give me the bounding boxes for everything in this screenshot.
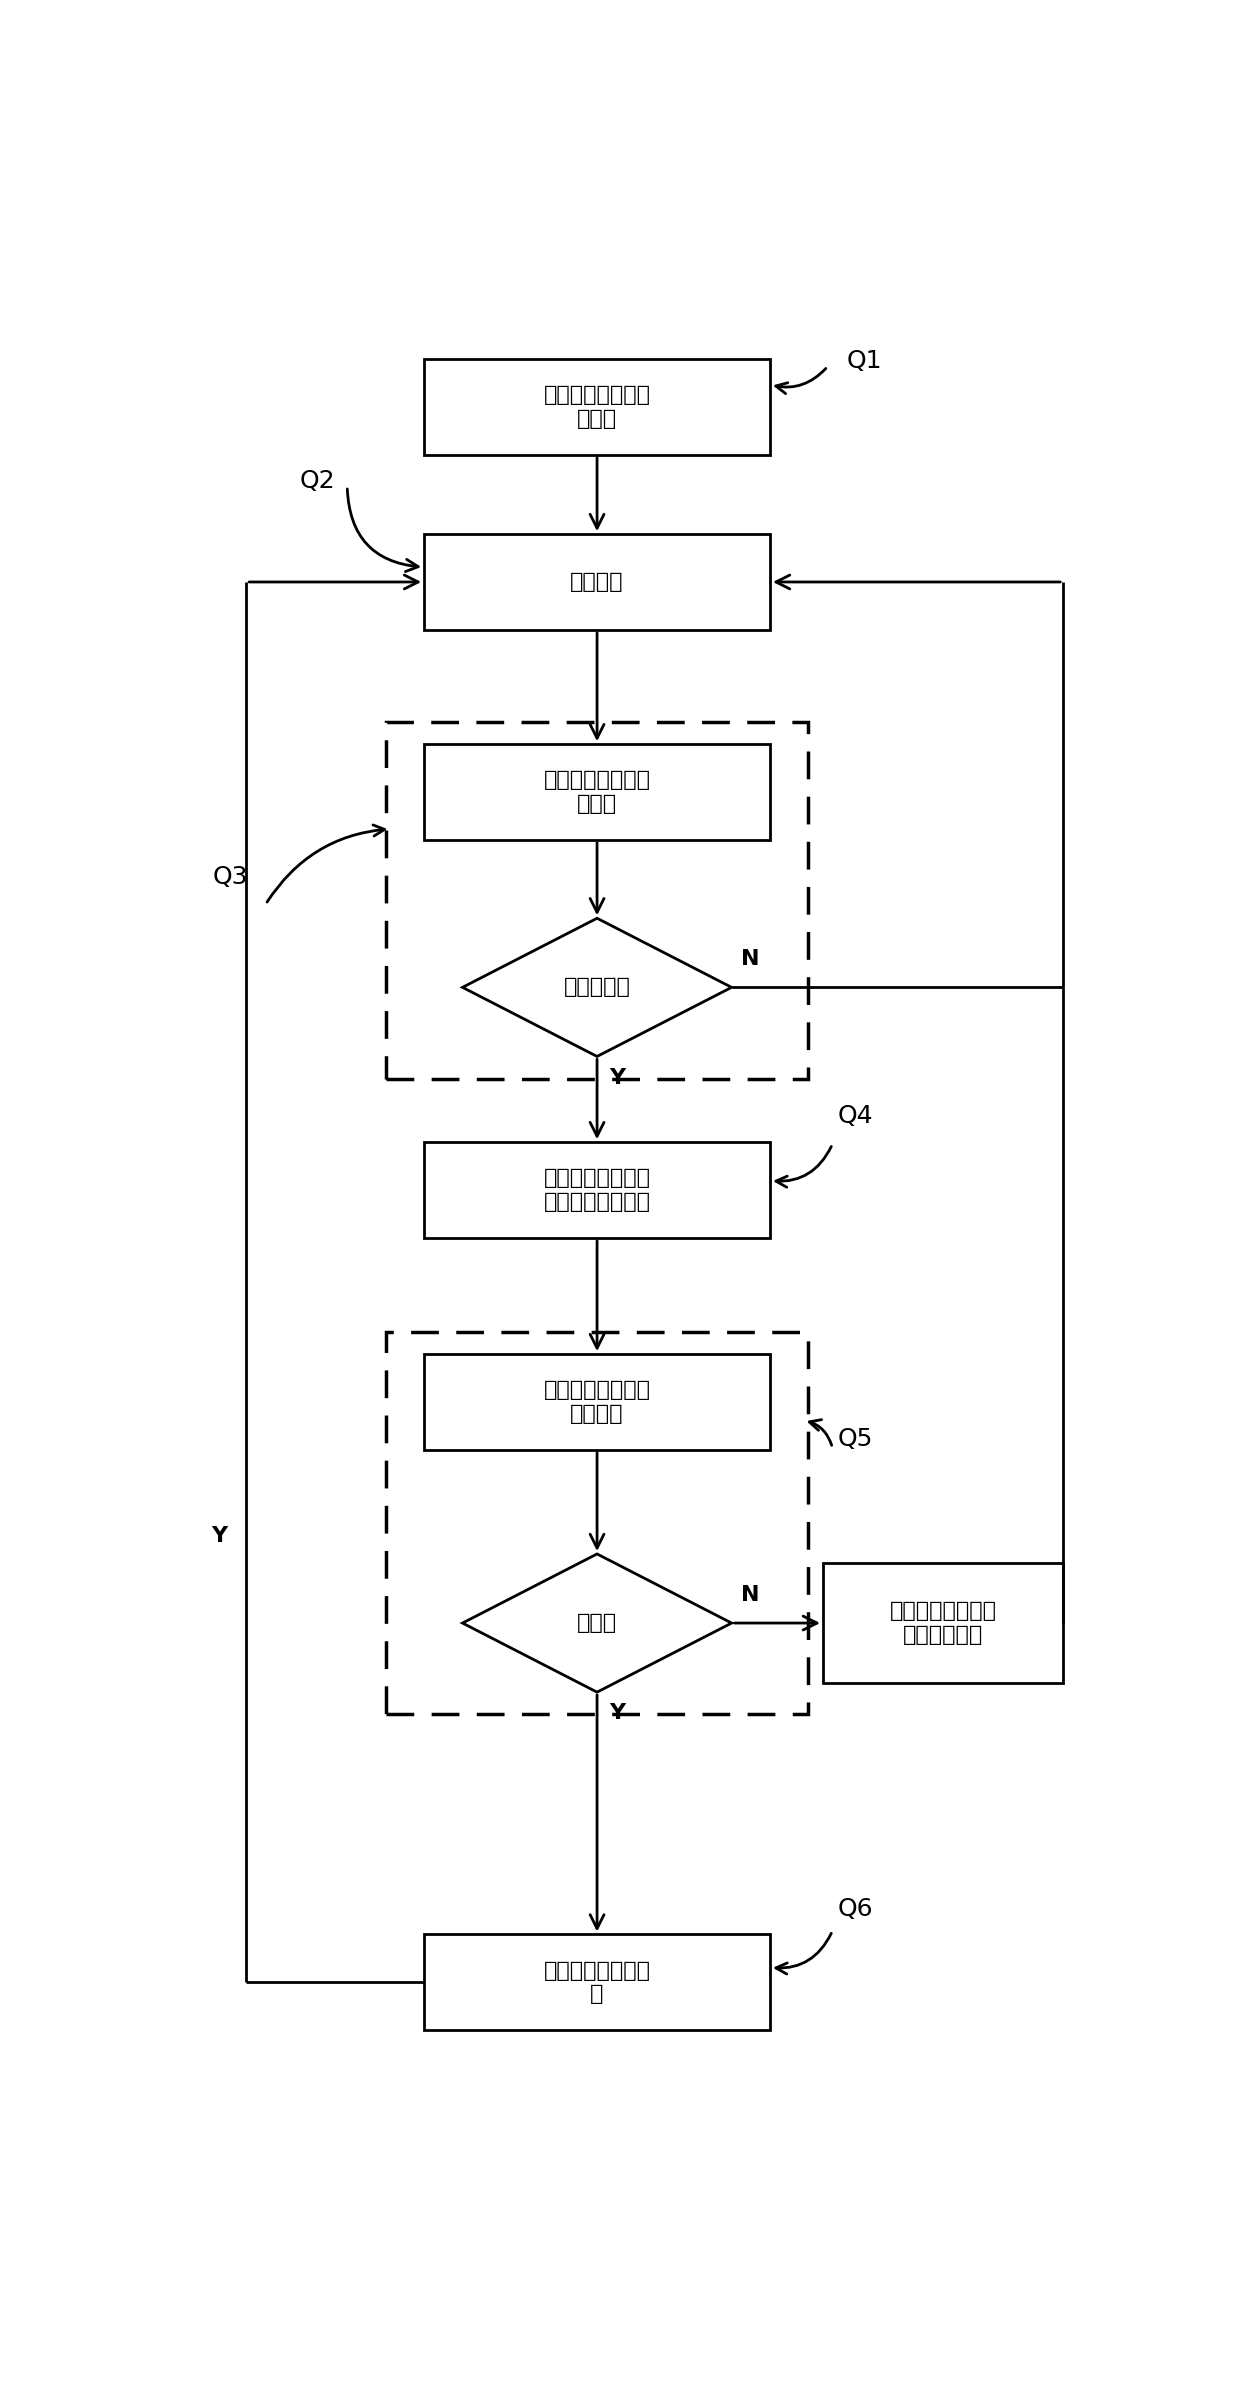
Text: 唯一请求？: 唯一请求？: [564, 976, 630, 998]
Text: 超时或失败，更新
地址为未分配: 超时或失败，更新 地址为未分配: [889, 1601, 997, 1644]
Bar: [424, 1354, 770, 1450]
FancyArrowPatch shape: [810, 1419, 832, 1445]
Text: Y: Y: [610, 1704, 626, 1723]
Bar: [424, 359, 770, 455]
Text: Q2: Q2: [299, 469, 335, 493]
Text: N: N: [742, 1584, 760, 1606]
Text: 更新地址为已经分
配: 更新地址为已经分 配: [543, 1960, 651, 2003]
Text: Y: Y: [610, 1067, 626, 1086]
Text: 成功？: 成功？: [577, 1613, 618, 1632]
FancyArrowPatch shape: [267, 826, 384, 902]
Bar: [424, 1141, 770, 1237]
Bar: [386, 1333, 808, 1713]
Bar: [424, 744, 770, 840]
Text: 找到一个未分配的
地址，返回给探头: 找到一个未分配的 地址，返回给探头: [543, 1168, 651, 1211]
Text: 接到一个请求地址
的连接: 接到一个请求地址 的连接: [543, 771, 651, 814]
Text: Y: Y: [211, 1527, 227, 1546]
Text: Q1: Q1: [847, 349, 883, 373]
Polygon shape: [463, 1553, 732, 1692]
FancyArrowPatch shape: [776, 369, 826, 392]
Text: 等待请求: 等待请求: [570, 572, 624, 591]
Text: N: N: [742, 950, 760, 969]
Text: Q3: Q3: [213, 864, 248, 888]
Bar: [823, 1563, 1063, 1682]
Bar: [424, 534, 770, 629]
Text: 等待探头返回数据
接收成功: 等待探头返回数据 接收成功: [543, 1381, 651, 1424]
Text: Q4: Q4: [837, 1103, 873, 1129]
FancyArrowPatch shape: [347, 488, 418, 572]
FancyArrowPatch shape: [776, 1934, 831, 1974]
Bar: [424, 1934, 770, 2029]
Bar: [386, 723, 808, 1079]
Polygon shape: [463, 919, 732, 1055]
FancyArrowPatch shape: [776, 1146, 831, 1187]
Text: Q6: Q6: [837, 1898, 873, 1922]
Text: 中央站地址分配服
务启动: 中央站地址分配服 务启动: [543, 385, 651, 428]
Text: Q5: Q5: [837, 1426, 873, 1450]
